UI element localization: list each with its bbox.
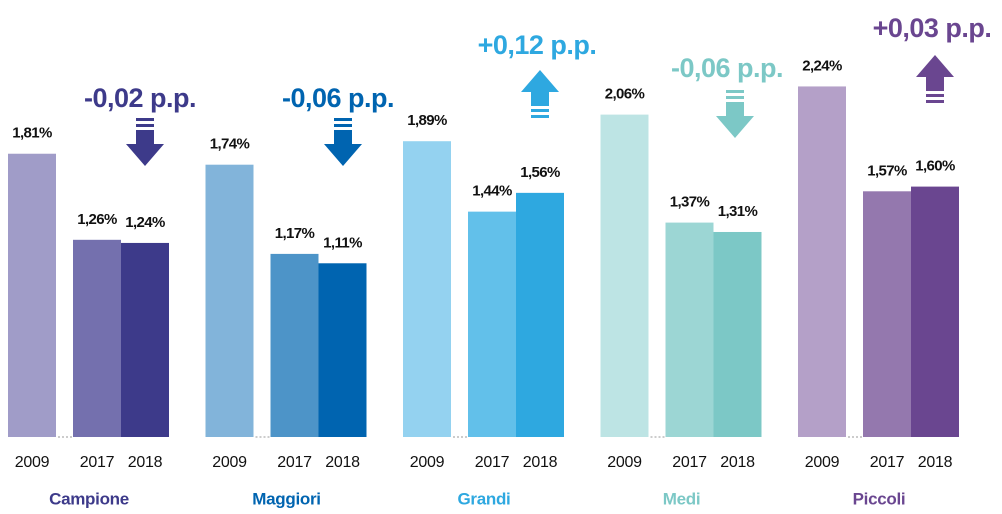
group-label: Medi: [663, 489, 701, 508]
year-label: 2018: [325, 454, 360, 471]
bar: [911, 186, 959, 437]
year-label: 2009: [410, 454, 445, 471]
bar: [270, 253, 319, 437]
value-label: 1,11%: [323, 234, 362, 251]
arrow: [916, 55, 954, 91]
bar: [516, 192, 564, 437]
bar: [318, 263, 367, 437]
group-label: Piccoli: [853, 489, 906, 508]
value-label: 1,81%: [12, 125, 52, 142]
arrow-line: [726, 96, 744, 99]
bar: [121, 242, 169, 437]
arrow-line: [726, 90, 744, 93]
value-label: 1,60%: [915, 158, 955, 175]
bar: [73, 239, 121, 437]
year-label: 2018: [720, 454, 755, 471]
year-label: 2009: [805, 454, 840, 471]
year-label: 2009: [212, 454, 247, 471]
arrow-line: [531, 109, 549, 112]
bar: [468, 211, 516, 437]
year-label: 2018: [918, 454, 953, 471]
arrow: [521, 70, 559, 106]
bar: [665, 222, 714, 437]
value-label: 1,74%: [210, 136, 250, 153]
value-label: 1,24%: [125, 214, 165, 231]
value-label: 1,17%: [275, 225, 315, 242]
annotation: -0,06 p.p.: [671, 53, 783, 83]
arrow: [126, 130, 164, 166]
bar: [205, 164, 254, 437]
annotation: -0,06 p.p.: [282, 83, 394, 113]
arrow: [324, 130, 362, 166]
value-label: 2,06%: [605, 86, 645, 103]
group-label: Maggiori: [252, 489, 320, 508]
year-label: 2009: [607, 454, 642, 471]
year-label: 2018: [523, 454, 558, 471]
value-label: 1,56%: [520, 164, 560, 181]
year-label: 2017: [277, 454, 312, 471]
annotation: +0,03 p.p.: [873, 13, 992, 43]
bar: [600, 114, 649, 438]
annotation: +0,12 p.p.: [478, 30, 597, 60]
arrow-line: [136, 118, 154, 121]
value-label: 1,31%: [718, 203, 758, 220]
group-label: Campione: [49, 489, 129, 508]
arrow-line: [136, 124, 154, 127]
bar: [798, 86, 846, 437]
arrow-line: [926, 100, 944, 103]
year-label: 2018: [128, 454, 163, 471]
value-label: 1,89%: [407, 112, 447, 129]
year-label: 2017: [870, 454, 905, 471]
annotation: -0,02 p.p.: [84, 83, 196, 113]
year-label: 2017: [475, 454, 510, 471]
value-label: 1,57%: [867, 162, 907, 179]
arrow: [716, 102, 754, 138]
bar: [713, 231, 762, 437]
group-label: Grandi: [458, 489, 511, 508]
year-label: 2009: [15, 454, 50, 471]
arrow-line: [334, 124, 352, 127]
year-label: 2017: [672, 454, 707, 471]
bar: [8, 153, 56, 438]
year-label: 2017: [80, 454, 115, 471]
value-label: 2,24%: [802, 57, 842, 74]
value-label: 1,37%: [670, 194, 710, 211]
value-label: 1,44%: [472, 183, 512, 200]
arrow-line: [531, 115, 549, 118]
bar: [863, 191, 911, 437]
value-label: 1,26%: [77, 211, 117, 228]
arrow-line: [926, 94, 944, 97]
bar: [403, 141, 451, 437]
arrow-line: [334, 118, 352, 121]
